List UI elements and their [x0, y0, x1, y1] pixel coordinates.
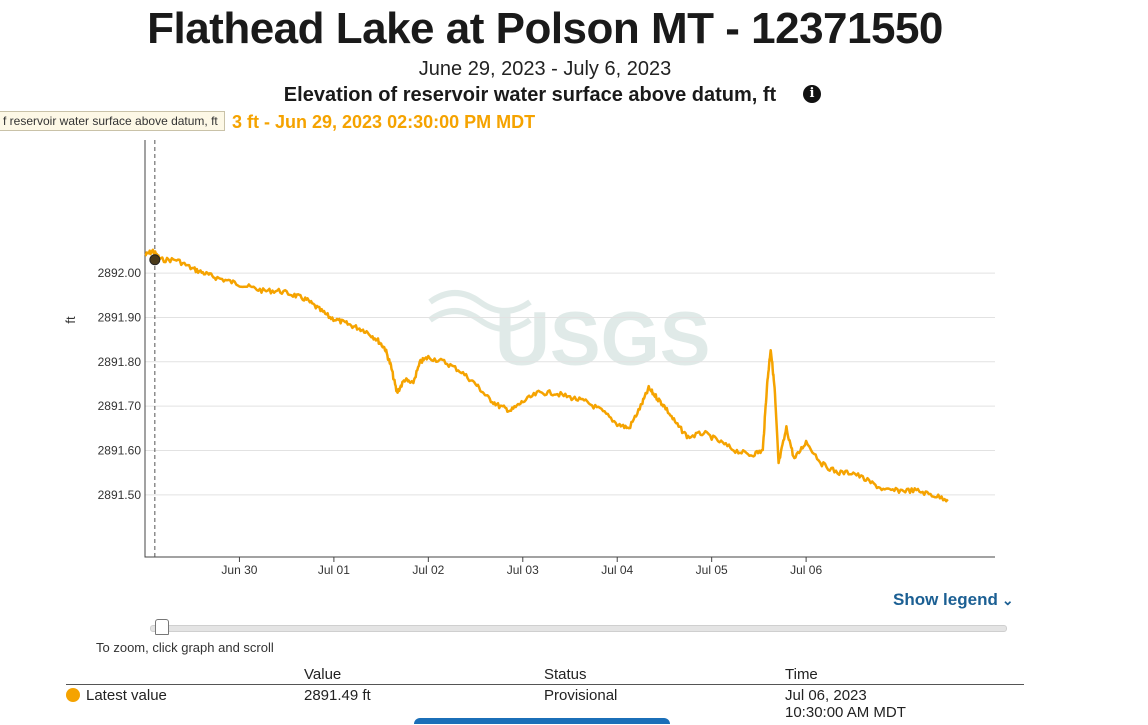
latest-time-date: Jul 06, 2023	[785, 687, 867, 704]
info-icon[interactable]: i	[803, 85, 821, 103]
date-range: June 29, 2023 - July 6, 2023	[418, 58, 672, 80]
watermark-text: USGS	[495, 297, 710, 382]
cursor-dot	[149, 254, 161, 266]
table-row: Latest value 2891.49 ft Provisional Jul …	[66, 685, 1024, 725]
table-header: Value Status Time	[66, 664, 1024, 685]
x-tick-label: Jun 30	[221, 563, 257, 577]
latest-status: Provisional	[544, 687, 618, 704]
series-dot-icon	[66, 688, 80, 702]
x-tick-label: Jul 04	[601, 563, 633, 577]
y-tick-label: 2891.60	[98, 444, 142, 458]
zoom-slider-handle[interactable]	[155, 619, 169, 635]
x-tick-label: Jul 05	[696, 563, 728, 577]
header-time: Time	[785, 666, 818, 683]
hydrograph-chart[interactable]: USGS 2892.00 2891.90 2891.80 2891.70 2891.60…	[0, 130, 1010, 580]
y-tick-label: 2891.90	[98, 310, 142, 324]
header-status: Status	[544, 666, 587, 683]
watermark-wave-icon	[428, 290, 532, 314]
latest-value-table: Value Status Time Latest value 2891.49 f…	[66, 664, 1024, 725]
latest-value: 2891.49 ft	[304, 687, 371, 704]
x-axis: Jun 30 Jul 01 Jul 02 Jul 03 Jul 04 Jul 05 Jul …	[221, 557, 822, 577]
usgs-watermark: USGS	[428, 290, 710, 382]
latest-value-label: Latest value	[66, 687, 167, 704]
header-value: Value	[304, 666, 342, 683]
show-legend-label: Show legend	[893, 590, 998, 609]
chevron-down-icon: ⌄	[1001, 592, 1014, 608]
x-tick-label: Jul 02	[412, 563, 444, 577]
page-title: Flathead Lake at Polson MT - 12371550	[147, 4, 943, 53]
tooltip: f reservoir water surface above datum, f…	[0, 111, 225, 131]
grid-lines	[145, 272, 995, 496]
x-tick-label: Jul 06	[790, 563, 822, 577]
y-tick-label: 2891.80	[98, 355, 142, 369]
parameter-title: Elevation of reservoir water surface abo…	[283, 84, 777, 106]
x-tick-label: Jul 03	[507, 563, 539, 577]
y-axis-label: ft	[63, 316, 78, 324]
latest-time: Jul 06, 2023 10:30:00 AM MDT	[785, 687, 906, 721]
x-tick-label: Jul 01	[318, 563, 350, 577]
bottom-tab-bar[interactable]	[414, 718, 670, 724]
show-legend-button[interactable]: Show legend ⌄	[893, 590, 1014, 610]
zoom-slider-track[interactable]	[150, 625, 1007, 632]
zoom-hint: To zoom, click graph and scroll	[96, 640, 274, 655]
y-tick-label: 2891.70	[98, 399, 142, 413]
series-line[interactable]	[144, 248, 949, 503]
y-axis: 2892.00 2891.90 2891.80 2891.70 2891.60 2891.…	[98, 140, 995, 558]
y-tick-label: 2892.00	[98, 266, 142, 280]
hover-value: 3 ft - Jun 29, 2023 02:30:00 PM MDT	[232, 112, 536, 132]
latest-time-clock: 10:30:00 AM MDT	[785, 704, 906, 721]
y-tick-label: 2891.50	[98, 488, 142, 502]
